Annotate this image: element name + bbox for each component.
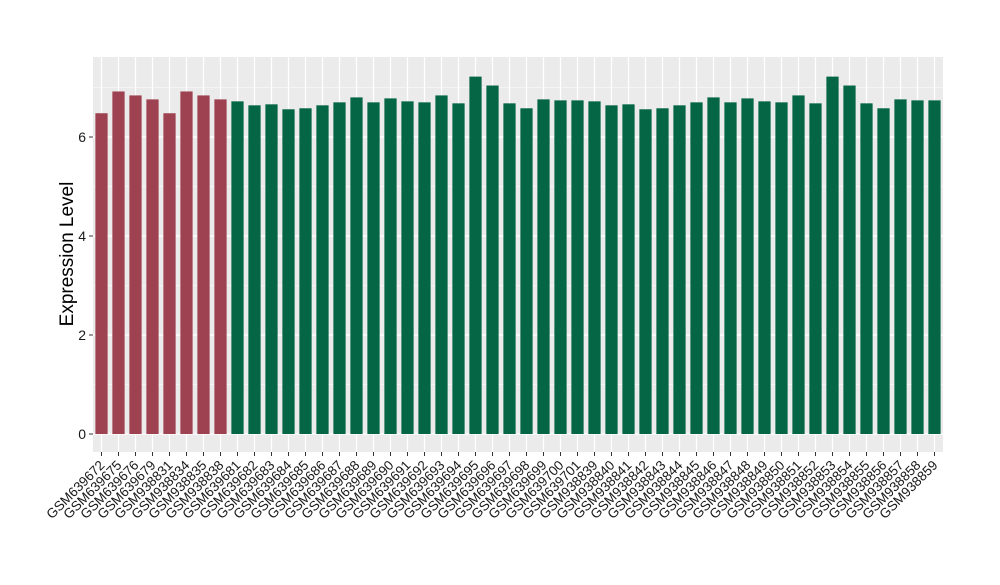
bar	[741, 98, 754, 434]
bar	[282, 109, 295, 434]
bar	[350, 97, 363, 435]
y-tick-label: 4	[78, 228, 86, 244]
bars	[95, 76, 941, 435]
x-axis: GSM639672GSM639675GSM639676GSM639679GSM9…	[43, 452, 941, 522]
bar	[333, 102, 346, 434]
bar	[894, 99, 907, 434]
bar	[622, 104, 635, 434]
bar	[571, 100, 584, 435]
bar	[214, 99, 227, 434]
bar	[265, 104, 278, 434]
bar	[231, 101, 244, 435]
bar	[724, 102, 737, 434]
bar	[554, 100, 567, 435]
bar	[605, 105, 618, 434]
bar	[520, 108, 533, 434]
bar	[299, 108, 312, 434]
bar	[826, 76, 839, 435]
bar	[418, 102, 431, 434]
bar	[639, 109, 652, 434]
bar	[656, 108, 669, 434]
bar	[129, 95, 142, 435]
bar	[384, 98, 397, 434]
bar	[146, 99, 159, 434]
bar	[877, 108, 890, 434]
bar	[163, 113, 176, 435]
y-axis-label: Expression Level	[57, 182, 78, 327]
bar	[537, 99, 550, 434]
bar	[809, 103, 822, 434]
bar	[775, 102, 788, 434]
bar	[316, 105, 329, 434]
bar	[469, 76, 482, 435]
bar	[758, 101, 771, 435]
bar	[503, 103, 516, 434]
bar	[690, 102, 703, 434]
bar	[792, 95, 805, 435]
bar	[248, 105, 261, 434]
bar	[486, 85, 499, 435]
bar	[180, 91, 193, 435]
y-axis: 0 2 4 6	[78, 129, 93, 442]
bar	[95, 113, 108, 435]
y-tick-label: 2	[78, 327, 86, 343]
y-tick-label: 6	[78, 129, 86, 145]
y-tick-label: 0	[78, 426, 86, 442]
bar	[860, 103, 873, 434]
bar	[673, 105, 686, 434]
bar	[911, 100, 924, 435]
bar	[843, 85, 856, 435]
bar	[588, 101, 601, 435]
bar	[452, 103, 465, 434]
bar	[435, 95, 448, 435]
bar	[401, 101, 414, 435]
bar	[112, 91, 125, 435]
bar	[928, 100, 941, 435]
bar	[367, 102, 380, 434]
bar	[197, 95, 210, 435]
bar	[707, 97, 720, 435]
